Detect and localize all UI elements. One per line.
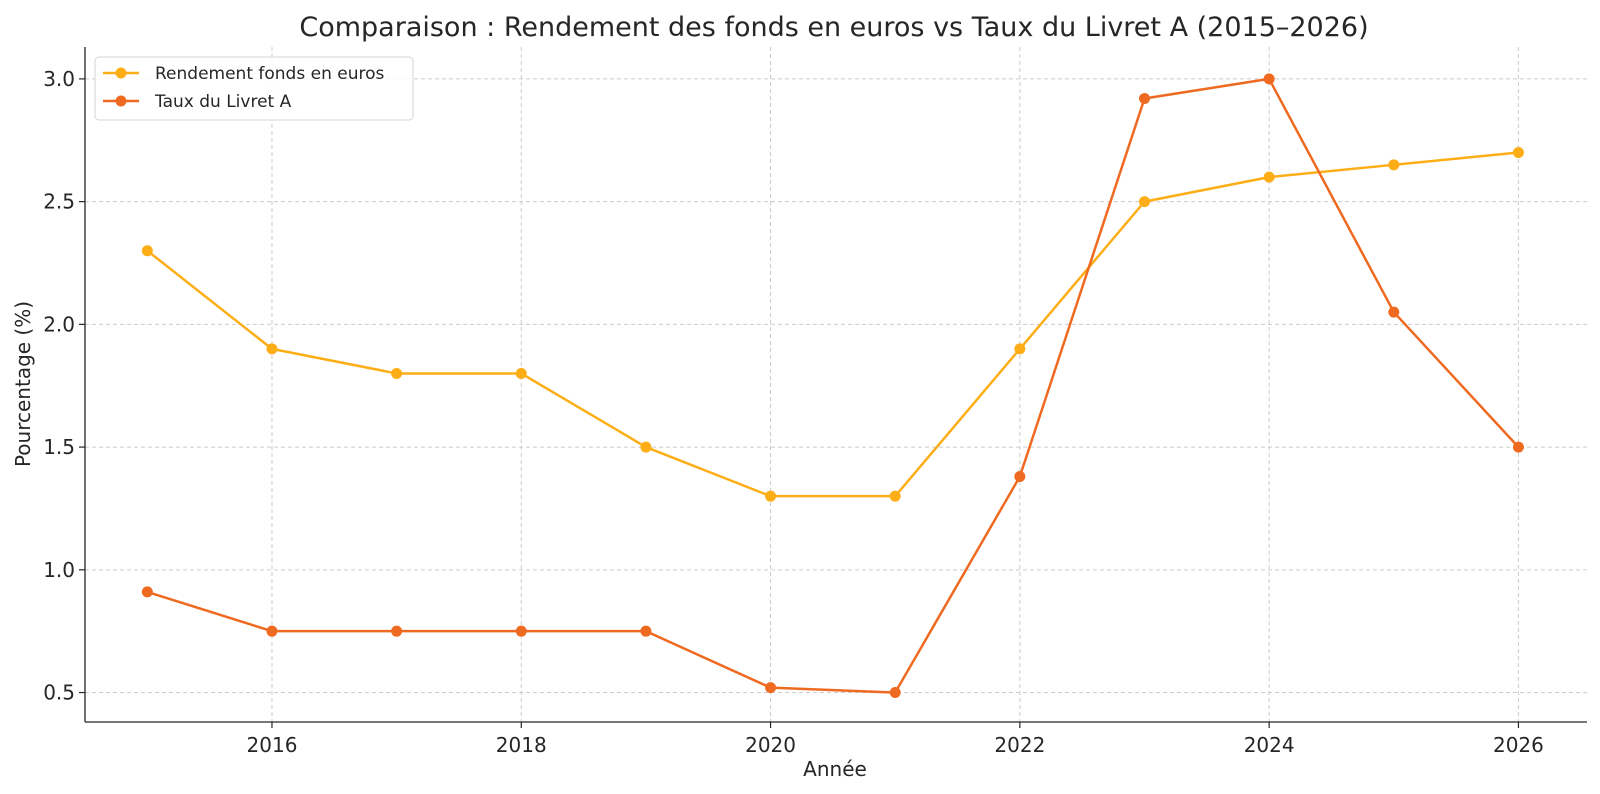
y-tick-label: 2.5	[43, 190, 75, 214]
data-point	[515, 367, 527, 379]
series-layer	[141, 73, 1524, 699]
x-tick-label: 2022	[994, 733, 1045, 757]
data-point	[515, 625, 527, 637]
legend-box	[94, 56, 414, 121]
y-tick-label: 1.0	[43, 558, 75, 582]
data-point	[1014, 343, 1026, 355]
data-point	[391, 367, 403, 379]
x-tick-label: 2024	[1244, 733, 1295, 757]
data-point	[391, 625, 403, 637]
data-point	[1388, 306, 1400, 318]
legend: Rendement fonds en euros Taux du Livret A	[94, 56, 414, 121]
x-tick-label: 2016	[247, 733, 298, 757]
series-rendement-fonds-euros	[141, 147, 1524, 502]
data-point	[141, 245, 153, 257]
data-point	[640, 441, 652, 453]
data-point	[1139, 196, 1151, 208]
data-point	[1139, 93, 1151, 105]
data-point	[640, 625, 652, 637]
grid-lines	[85, 47, 1587, 722]
series-line	[146, 151, 1519, 498]
y-tick-label: 1.5	[43, 435, 75, 459]
legend-label: Rendement fonds en euros	[155, 64, 384, 84]
data-point	[1512, 441, 1524, 453]
series-line	[146, 77, 1520, 694]
data-point	[889, 490, 901, 502]
data-point	[1388, 159, 1400, 171]
series-taux-livret-a	[141, 73, 1524, 699]
data-point	[1512, 147, 1524, 159]
data-point	[266, 625, 278, 637]
x-tick-label: 2018	[496, 733, 547, 757]
data-point	[1263, 171, 1275, 183]
y-axis-label: Pourcentage (%)	[11, 301, 35, 467]
data-point	[765, 490, 777, 502]
axes-spines	[84, 47, 1587, 723]
y-tick-label: 2.0	[43, 312, 75, 336]
y-axis-ticks: 0.5 1.0 1.5 2.0 2.5 3.0	[43, 67, 85, 705]
y-tick-label: 3.0	[43, 67, 75, 91]
legend-label: Taux du Livret A	[154, 92, 292, 112]
x-tick-label: 2020	[745, 733, 796, 757]
y-tick-label: 0.5	[43, 681, 75, 705]
legend-marker	[115, 95, 127, 107]
legend-item: Rendement fonds en euros	[103, 64, 384, 84]
data-point	[1014, 471, 1026, 483]
data-point	[1263, 73, 1275, 85]
x-tick-label: 2026	[1493, 733, 1544, 757]
legend-marker	[115, 67, 127, 79]
legend-item: Taux du Livret A	[103, 92, 292, 112]
x-axis-ticks: 2016 2018 2020 2022 2024 2026	[247, 722, 1544, 757]
data-point	[266, 343, 278, 355]
data-point	[889, 687, 901, 699]
chart-title: Comparaison : Rendement des fonds en eur…	[299, 12, 1368, 43]
x-axis-label: Année	[803, 757, 867, 781]
data-point	[141, 586, 153, 598]
data-point	[765, 682, 777, 694]
